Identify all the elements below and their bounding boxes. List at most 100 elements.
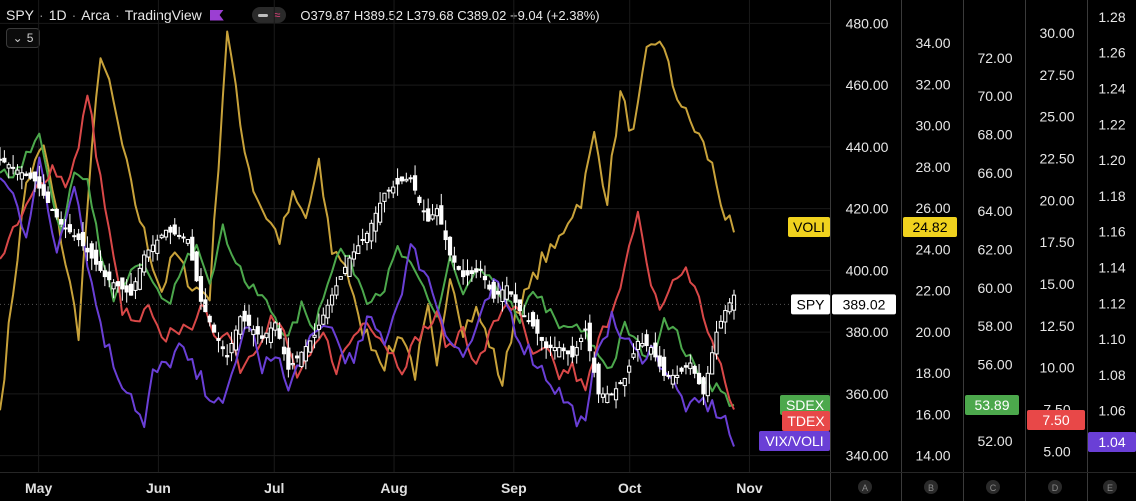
candle[interactable] — [727, 298, 732, 315]
candle[interactable] — [72, 228, 77, 241]
candle[interactable] — [159, 233, 164, 240]
series-line[interactable] — [0, 30, 735, 411]
candle[interactable] — [338, 276, 343, 280]
candle[interactable] — [426, 198, 431, 222]
candle[interactable] — [452, 246, 457, 271]
candle[interactable] — [627, 359, 632, 384]
candle[interactable] — [605, 385, 610, 404]
candle[interactable] — [24, 171, 29, 177]
candle[interactable] — [548, 336, 553, 356]
candle[interactable] — [89, 240, 94, 270]
candle[interactable] — [395, 168, 400, 196]
candle[interactable] — [264, 332, 269, 345]
candle[interactable] — [640, 332, 645, 348]
candle[interactable] — [50, 208, 55, 211]
candle[interactable] — [552, 336, 557, 360]
series-line[interactable] — [0, 132, 735, 407]
candle[interactable] — [146, 249, 151, 262]
candle[interactable] — [443, 220, 448, 250]
candle[interactable] — [334, 276, 339, 300]
candle[interactable] — [382, 192, 387, 213]
candle[interactable] — [391, 180, 396, 199]
candle[interactable] — [168, 224, 173, 245]
candle[interactable] — [216, 332, 221, 353]
candle[interactable] — [32, 171, 38, 193]
candle[interactable] — [613, 381, 619, 409]
candle[interactable] — [526, 312, 531, 325]
candle[interactable] — [600, 387, 606, 403]
candle[interactable] — [194, 250, 199, 283]
candle[interactable] — [578, 334, 584, 350]
candle[interactable] — [172, 218, 177, 236]
candle[interactable] — [268, 321, 273, 349]
candle[interactable] — [718, 315, 723, 329]
axis-value-vix-voli[interactable]: 1.04 — [1088, 432, 1136, 452]
candle[interactable] — [142, 250, 147, 276]
candle[interactable] — [233, 325, 239, 356]
candle[interactable] — [688, 354, 693, 375]
candle[interactable] — [41, 174, 46, 199]
candle[interactable] — [325, 299, 330, 325]
candle[interactable] — [63, 219, 68, 239]
candle[interactable] — [351, 243, 356, 267]
candle[interactable] — [661, 349, 667, 382]
candle[interactable] — [181, 233, 186, 243]
candle[interactable] — [198, 268, 204, 310]
candle[interactable] — [618, 380, 623, 385]
candle[interactable] — [115, 281, 121, 293]
candle[interactable] — [277, 322, 282, 340]
candle[interactable] — [705, 365, 710, 403]
candle[interactable] — [461, 259, 466, 285]
candle[interactable] — [557, 341, 562, 358]
candle[interactable] — [98, 250, 103, 273]
candle[interactable] — [11, 155, 16, 175]
candle[interactable] — [369, 219, 374, 250]
candle[interactable] — [67, 213, 73, 235]
candle[interactable] — [246, 304, 252, 333]
candle[interactable] — [587, 314, 592, 362]
candle[interactable] — [500, 281, 505, 312]
candle[interactable] — [561, 343, 566, 360]
candle[interactable] — [45, 186, 51, 203]
candle[interactable] — [504, 276, 509, 305]
candle[interactable] — [329, 287, 335, 313]
candle[interactable] — [696, 364, 702, 385]
candle[interactable] — [596, 362, 601, 404]
candle[interactable] — [347, 255, 352, 277]
candle[interactable] — [609, 392, 614, 396]
candle[interactable] — [312, 323, 317, 349]
candle[interactable] — [517, 299, 523, 316]
indicators-collapse-button[interactable]: ⌄ 5 — [6, 28, 40, 48]
candle[interactable] — [378, 192, 383, 226]
candle[interactable] — [290, 353, 295, 370]
candle[interactable] — [683, 362, 689, 375]
candle[interactable] — [238, 314, 243, 340]
candle[interactable] — [509, 291, 514, 297]
candle[interactable] — [207, 314, 212, 327]
series-label-vix-voli[interactable]: VIX/VOLI — [759, 431, 830, 451]
candle[interactable] — [635, 335, 640, 362]
candle[interactable] — [190, 229, 195, 261]
candle[interactable] — [570, 336, 575, 364]
candle[interactable] — [565, 350, 571, 366]
candle[interactable] — [679, 366, 684, 375]
series-line[interactable] — [0, 156, 735, 447]
candle[interactable] — [412, 165, 418, 195]
candle[interactable] — [356, 235, 361, 255]
candle[interactable] — [15, 164, 20, 181]
candle[interactable] — [360, 228, 365, 246]
candle[interactable] — [308, 340, 313, 353]
candle[interactable] — [723, 305, 728, 334]
candle[interactable] — [631, 343, 636, 360]
candle[interactable] — [137, 263, 142, 291]
candle[interactable] — [163, 229, 169, 241]
flag-icon[interactable] — [209, 9, 224, 21]
candle[interactable] — [102, 265, 107, 287]
candle[interactable] — [286, 337, 291, 378]
candle[interactable] — [535, 314, 540, 346]
symbol-label[interactable]: SPY — [6, 7, 35, 23]
candle[interactable] — [225, 344, 230, 366]
candle[interactable] — [478, 260, 483, 278]
candle[interactable] — [303, 339, 308, 370]
axis-value-voli[interactable]: 24.82 — [903, 217, 957, 237]
